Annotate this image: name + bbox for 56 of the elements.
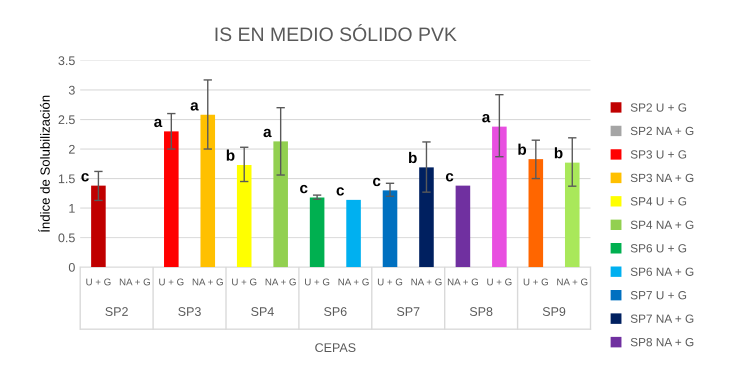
y-tick-label: 0.5 [58, 233, 75, 242]
text: SP8 [470, 307, 492, 316]
x-tick-label: NA + G [557, 278, 588, 286]
text: SP7 [396, 307, 420, 316]
x-tick-label: NA + G [411, 278, 442, 286]
x-tick-label: NA + G [338, 278, 369, 286]
chart-title: IS EN MEDIO SÓLIDO PVK [216, 24, 457, 42]
x-tick-label: U + G [305, 278, 330, 286]
data-label: b [409, 152, 417, 164]
x-tick-label: NA + G [120, 278, 150, 286]
data-label: c [336, 187, 344, 196]
y-tick-label: 2 [69, 144, 75, 154]
legend-label: SP2 U + G [630, 103, 686, 112]
legend-label: SP3 U + G [630, 150, 686, 159]
y-axis-title: Índice de Solubilización [38, 96, 50, 232]
data-label: a [264, 128, 272, 138]
data-label: a [154, 118, 162, 128]
legend-label: SP3 NA + G [630, 174, 694, 182]
x-axis-title: CEPAS [315, 343, 356, 352]
data-label: c [446, 173, 454, 182]
legend-label: SP7 NA + G [630, 314, 694, 323]
y-tick-label: 1 [69, 204, 75, 213]
legend-label: SP7 U + G [630, 291, 686, 300]
data-label: b [226, 150, 234, 161]
text: SP6 [324, 307, 347, 316]
legend-label: SP4 NA + G [630, 220, 694, 230]
x-tick-label: U + G [86, 278, 111, 286]
x-tick-label: U + G [159, 278, 184, 286]
legend-label: SP4 U + G [630, 197, 686, 206]
data-label: b [518, 144, 526, 155]
x-tick-label: U + G [378, 278, 402, 286]
legend-label: SP6 NA + G [630, 268, 694, 276]
y-tick-label: 0 [68, 262, 75, 272]
y-tick-label: 1.5 [58, 174, 75, 184]
text: SP9 [542, 307, 566, 316]
text: SP2 [105, 307, 128, 316]
y-tick-label: 3.5 [58, 56, 75, 66]
text: SP4 [251, 307, 274, 316]
legend-label: SP2 NA + G [630, 126, 694, 136]
text: SP3 [178, 307, 201, 316]
legend-label: SP8 NA + G [630, 338, 694, 346]
x-tick-label: NA + G [192, 278, 223, 286]
x-tick-label: NA + G [266, 278, 296, 286]
data-label: a [190, 102, 199, 111]
y-tick-label: 3 [68, 86, 75, 95]
x-tick-label: U + G [487, 278, 512, 286]
x-tick-label: U + G [232, 278, 256, 286]
data-label: a [482, 114, 490, 122]
data-label: c [81, 173, 89, 182]
x-tick-label: U + G [524, 278, 548, 286]
data-label: c [373, 178, 380, 186]
y-tick-label: 2.5 [58, 115, 75, 124]
legend-label: SP6 U + G [630, 244, 686, 252]
data-label: b [554, 147, 563, 158]
x-tick-label: NA + G [448, 278, 478, 286]
data-label: c [300, 184, 308, 194]
